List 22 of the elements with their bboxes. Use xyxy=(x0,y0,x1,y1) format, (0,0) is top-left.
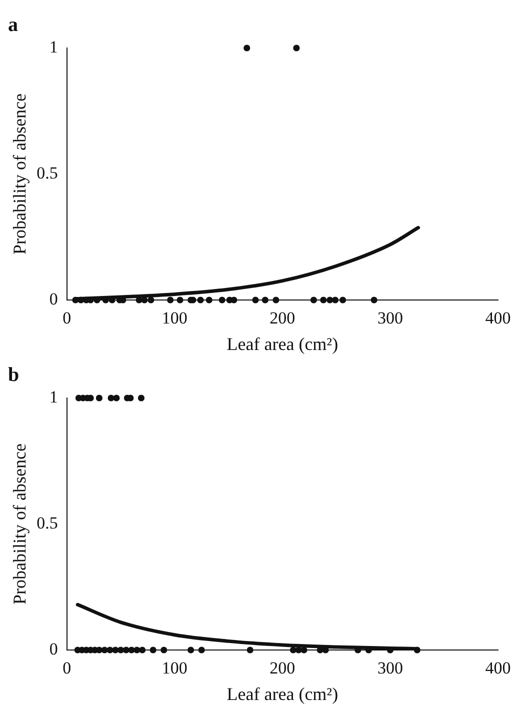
y-tick-label: 1 xyxy=(49,387,58,406)
x-tick-label: 400 xyxy=(485,308,511,328)
x-tick-label: 100 xyxy=(162,658,188,678)
x-tick-label: 100 xyxy=(162,308,188,328)
y-axis-title: Probability of absence xyxy=(10,94,30,254)
x-tick-label: 0 xyxy=(62,658,72,678)
x-axis-title: Leaf area (cm²) xyxy=(226,684,338,704)
x-tick-label: 0 xyxy=(62,308,72,328)
chart-title: b xyxy=(8,364,20,386)
x-tick-label: 300 xyxy=(377,658,403,678)
y-tick-label: 0 xyxy=(49,639,58,658)
x-tick-label: 200 xyxy=(270,308,296,328)
chart-title: a xyxy=(8,14,18,36)
y-tick-label: 0.5 xyxy=(36,513,58,532)
y-tick-label: 1 xyxy=(49,37,58,56)
x-tick-label: 400 xyxy=(485,658,511,678)
y-axis-title: Probability of absence xyxy=(10,444,30,604)
y-tick-label: 0 xyxy=(49,289,58,308)
x-tick-label: 200 xyxy=(270,658,296,678)
x-axis-title: Leaf area (cm²) xyxy=(226,334,338,354)
x-tick-label: 300 xyxy=(377,308,403,328)
y-tick-label: 0.5 xyxy=(36,163,58,182)
